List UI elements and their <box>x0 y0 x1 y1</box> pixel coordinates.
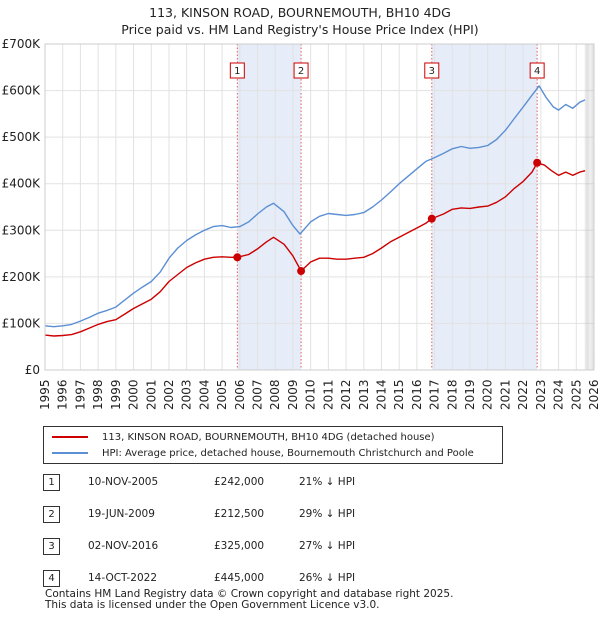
x-tick-label: 2003 <box>180 379 194 410</box>
marker-badge <box>529 62 545 79</box>
sale-hpi-diff: 29% ↓ HPI <box>299 508 356 520</box>
sale-number-badge: 2 <box>43 506 60 523</box>
y-tick-label: £700K <box>2 37 42 51</box>
legend: 113, KINSON ROAD, BOURNEMOUTH, BH10 4DG … <box>43 426 503 464</box>
sale-point <box>233 253 242 262</box>
shaded-range <box>237 44 302 370</box>
x-tick-label: 2018 <box>445 379 459 410</box>
sale-point <box>297 267 306 276</box>
x-tick-label: 2006 <box>233 379 247 410</box>
x-tick-label: 2021 <box>498 379 512 410</box>
x-tick-label: 2007 <box>251 379 265 410</box>
y-tick-label: £0 <box>25 363 40 377</box>
property-price-line <box>44 162 586 337</box>
y-tick-label: £200K <box>2 270 42 284</box>
sale-date: 14-OCT-2022 <box>88 572 157 584</box>
axes: £0 £100K £200K £300K £400K £500K £600K £700K 199… <box>2 37 600 410</box>
y-tick-label: £600K <box>2 84 42 98</box>
sale-hpi-diff: 26% ↓ HPI <box>299 572 356 584</box>
marker-badge <box>229 62 245 79</box>
x-tick-label: 2010 <box>304 379 318 410</box>
y-tick-label: £500K <box>2 130 42 144</box>
x-tick-label: 2026 <box>587 379 600 410</box>
sale-point <box>533 158 542 167</box>
shaded-ranges <box>236 44 538 370</box>
marker-badge-label: 2 <box>298 66 304 77</box>
title-line-2: Price paid vs. HM Land Registry's House … <box>121 22 479 37</box>
marker-badge <box>424 62 440 79</box>
legend-swatch-property <box>52 436 88 438</box>
x-tick-label: 2024 <box>552 379 566 410</box>
sale-hpi-diff: 21% ↓ HPI <box>299 476 356 488</box>
sale-date: 19-JUN-2009 <box>88 508 155 520</box>
sale-number-badge: 4 <box>43 570 60 587</box>
x-tick-label: 2016 <box>410 379 424 410</box>
x-tick-label: 1996 <box>56 379 70 410</box>
sale-row-4: 4 14-OCT-2022 £445,000 26% ↓ HPI <box>43 568 563 588</box>
x-tick-label: 2011 <box>321 379 335 410</box>
x-tick-label: 2014 <box>374 379 388 410</box>
x-tick-label: 2001 <box>144 379 158 410</box>
sale-row-3: 3 02-NOV-2016 £325,000 27% ↓ HPI <box>43 536 563 556</box>
sale-price: £445,000 <box>214 572 265 584</box>
y-tick-label: £400K <box>2 177 42 191</box>
legend-swatch-hpi <box>52 452 88 454</box>
sale-row-2: 2 19-JUN-2009 £212,500 29% ↓ HPI <box>43 504 563 524</box>
sale-row-1: 1 10-NOV-2005 £242,000 21% ↓ HPI <box>43 472 563 492</box>
legend-label-property: 113, KINSON ROAD, BOURNEMOUTH, BH10 4DG … <box>102 431 435 443</box>
sale-number-badge: 1 <box>43 474 60 491</box>
x-tick-label: 2022 <box>516 379 530 410</box>
x-tick-label: 1998 <box>91 379 105 410</box>
x-tick-label: 2017 <box>428 379 442 410</box>
x-tick-label: 2012 <box>339 379 353 410</box>
chart-title: 113, KINSON ROAD, BOURNEMOUTH, BH10 4DG … <box>0 4 600 38</box>
legend-label-hpi: HPI: Average price, detached house, Bour… <box>102 447 474 459</box>
footer-copyright: Contains HM Land Registry data © Crown c… <box>45 588 454 600</box>
sale-number-badge: 3 <box>43 538 60 555</box>
sale-price: £325,000 <box>214 540 265 552</box>
plot-border <box>44 43 595 371</box>
marker-badge-label: 4 <box>534 66 540 77</box>
x-tick-label: 2008 <box>268 379 282 410</box>
y-tick-label: £300K <box>2 223 42 237</box>
marker-badge-label: 3 <box>429 66 435 77</box>
sale-date: 10-NOV-2005 <box>88 476 159 488</box>
x-tick-label: 2015 <box>392 379 406 410</box>
marker-badge <box>293 62 309 79</box>
sale-date: 02-NOV-2016 <box>88 540 159 552</box>
x-tick-label: 2004 <box>197 379 211 410</box>
legend-item-hpi: HPI: Average price, detached house, Bour… <box>52 445 474 461</box>
sale-price: £212,500 <box>214 508 265 520</box>
y-tick-label: £100K <box>2 316 42 330</box>
x-tick-label: 2025 <box>569 379 583 410</box>
sale-price: £242,000 <box>214 476 265 488</box>
x-tick-label: 1995 <box>38 379 52 410</box>
footer-licence: This data is licensed under the Open Gov… <box>45 599 380 611</box>
x-tick-label: 2023 <box>534 379 548 410</box>
legend-item-property: 113, KINSON ROAD, BOURNEMOUTH, BH10 4DG … <box>52 429 435 445</box>
sale-point <box>427 214 436 223</box>
x-tick-label: 2019 <box>463 379 477 410</box>
title-line-1: 113, KINSON ROAD, BOURNEMOUTH, BH10 4DG <box>149 5 451 20</box>
sale-hpi-diff: 27% ↓ HPI <box>299 540 356 552</box>
x-tick-label: 1999 <box>109 379 123 410</box>
x-tick-label: 2002 <box>162 379 176 410</box>
x-tick-label: 2005 <box>215 379 229 410</box>
series-lines <box>44 85 586 337</box>
x-tick-label: 1997 <box>73 379 87 410</box>
x-tick-label: 2020 <box>481 379 495 410</box>
hpi-line <box>44 85 586 328</box>
x-tick-label: 2013 <box>357 379 371 410</box>
price-chart: 1 2 3 4 £0 £100K £200K £300K £400K £500K £600K £70… <box>2 37 600 410</box>
x-tick-label: 2009 <box>286 379 300 410</box>
marker-badge-label: 1 <box>234 66 240 77</box>
footer: Contains HM Land Registry data © Crown c… <box>45 589 453 611</box>
sale-markers: 1 2 3 4 <box>229 62 545 276</box>
x-tick-label: 2000 <box>127 379 141 410</box>
